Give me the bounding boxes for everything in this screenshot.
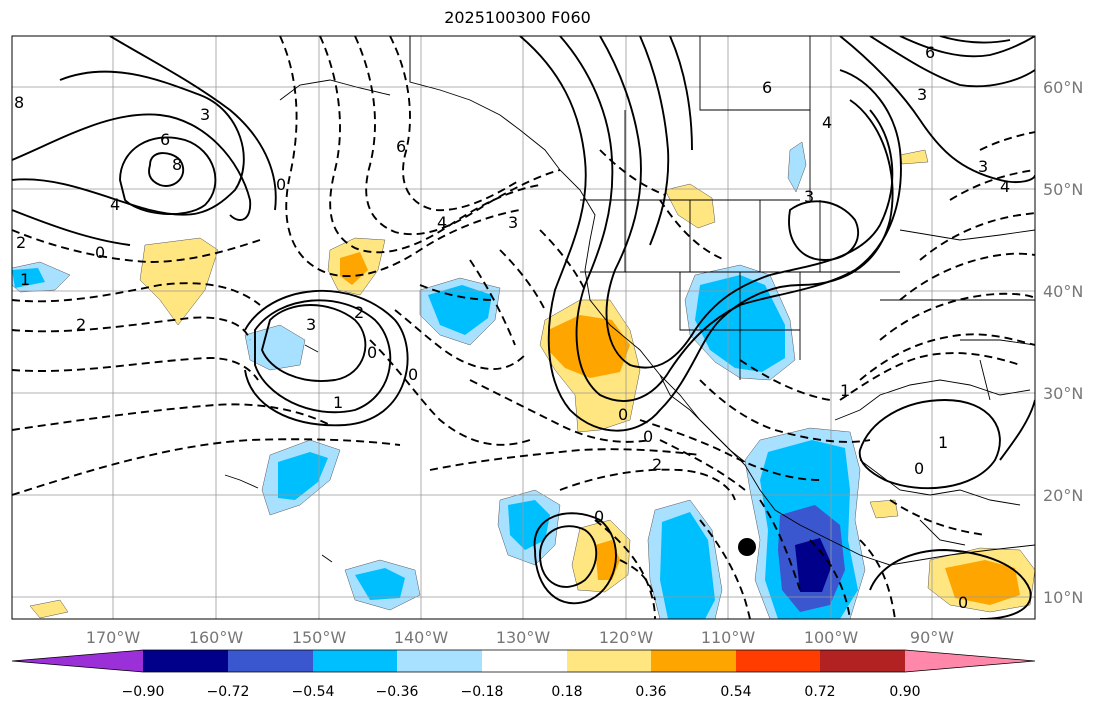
negative-anomaly-core xyxy=(660,512,715,619)
negative-anomaly-core xyxy=(428,285,492,335)
lon-label: 90°W xyxy=(910,628,954,647)
map-title: 2025100300 F060 xyxy=(444,8,591,27)
contour-label: 1 xyxy=(20,270,30,289)
colorbar: −0.90 −0.72 −0.54 −0.36 −0.18 0.18 0.36 … xyxy=(11,649,1036,700)
contour-label: 4 xyxy=(822,113,832,132)
colorbar-label: −0.90 xyxy=(122,684,165,700)
contour-label: 0 xyxy=(95,243,105,262)
negative-anomaly-strongest xyxy=(795,538,832,592)
lat-label: 50°N xyxy=(1043,180,1083,199)
storm-center-dot xyxy=(738,538,756,556)
positive-anomaly-region xyxy=(139,237,219,326)
contour-label: 0 xyxy=(367,343,377,362)
dashed-contours xyxy=(12,36,1035,619)
graticule xyxy=(12,36,1035,619)
contour-label: 0 xyxy=(594,507,604,526)
negative-anomaly-core xyxy=(508,500,550,550)
colorbar-bin xyxy=(482,650,567,672)
colorbar-label: 0.90 xyxy=(889,684,920,700)
contour-label: 3 xyxy=(978,157,988,176)
lon-label: 130°W xyxy=(496,628,551,647)
negative-anomaly-core xyxy=(355,568,405,600)
lat-label: 30°N xyxy=(1043,384,1083,403)
contour-label: 0 xyxy=(914,459,924,478)
colorbar-bin xyxy=(313,650,397,672)
positive-anomaly-core xyxy=(945,560,1020,605)
contour-label: 6 xyxy=(925,43,935,62)
contour-label: 3 xyxy=(200,105,210,124)
contour-label: 1 xyxy=(333,393,343,412)
colorbar-bin xyxy=(567,650,651,672)
contour-label: 1 xyxy=(840,381,850,400)
colorbar-label: 0.72 xyxy=(804,684,835,700)
contour-label: 3 xyxy=(508,213,518,232)
colorbar-bin xyxy=(736,650,820,672)
colorbar-extend-low xyxy=(12,650,143,672)
colorbar-label: 0.18 xyxy=(551,684,582,700)
colorbar-label: −0.36 xyxy=(376,684,419,700)
contour-label: 6 xyxy=(160,130,170,149)
contour-label: 0 xyxy=(958,593,968,612)
positive-anomaly-region xyxy=(29,599,69,619)
lon-label: 150°W xyxy=(292,628,347,647)
solid-contours xyxy=(12,36,1035,619)
colorbar-bin xyxy=(143,650,228,672)
lon-label: 120°W xyxy=(599,628,654,647)
contour-label: 8 xyxy=(14,93,24,112)
coastlines xyxy=(224,36,1035,566)
contour-label: 6 xyxy=(762,78,772,97)
positive-anomaly-core xyxy=(548,315,630,378)
lon-label: 110°W xyxy=(701,628,756,647)
map-frame xyxy=(11,35,1036,620)
contour-label: 0 xyxy=(408,365,418,384)
lat-label: 20°N xyxy=(1043,486,1083,505)
colorbar-bin xyxy=(397,650,482,672)
latitude-labels: 60°N 50°N 40°N 30°N 20°N 10°N xyxy=(1043,78,1083,607)
lat-label: 10°N xyxy=(1043,588,1083,607)
contour-label: 2 xyxy=(652,455,662,474)
colorbar-label: −0.72 xyxy=(207,684,250,700)
negative-anomaly-core xyxy=(278,452,328,500)
contour-label: 6 xyxy=(396,137,406,156)
colorbar-bin xyxy=(228,650,313,672)
colorbar-label: −0.18 xyxy=(461,684,504,700)
longitude-labels: 170°W 160°W 150°W 140°W 130°W 120°W 110°… xyxy=(86,628,954,647)
colorbar-label: 0.54 xyxy=(720,684,751,700)
lon-label: 140°W xyxy=(394,628,449,647)
contour-label: 2 xyxy=(16,233,26,252)
negative-anomaly-region xyxy=(244,324,306,371)
positive-anomaly-region xyxy=(869,499,899,519)
colorbar-extend-high xyxy=(905,650,1035,672)
contour-label: 0 xyxy=(276,175,286,194)
contour-label: 2 xyxy=(76,315,86,334)
colorbar-bin xyxy=(820,650,905,672)
colorbar-labels: −0.90 −0.72 −0.54 −0.36 −0.18 0.18 0.36 … xyxy=(122,684,921,700)
negative-anomaly-core xyxy=(12,268,45,288)
colorbar-outline xyxy=(11,649,1036,673)
contour-label: 4 xyxy=(437,213,447,232)
lon-label: 100°W xyxy=(804,628,859,647)
lat-label: 40°N xyxy=(1043,282,1083,301)
negative-anomaly-region xyxy=(787,141,807,193)
contour-label: 1 xyxy=(938,433,948,452)
contour-label: 3 xyxy=(306,315,316,334)
lon-label: 170°W xyxy=(86,628,141,647)
contour-label: 0 xyxy=(643,427,653,446)
contour-label: 0 xyxy=(618,405,628,424)
colorbar-label: −0.54 xyxy=(292,684,335,700)
contour-label: 3 xyxy=(804,187,814,206)
colorbar-label: 0.36 xyxy=(635,684,666,700)
lat-label: 60°N xyxy=(1043,78,1083,97)
contour-label: 8 xyxy=(172,155,182,174)
contour-label: 3 xyxy=(917,85,927,104)
contour-label: 4 xyxy=(110,195,120,214)
contour-label: 4 xyxy=(1000,177,1010,196)
contour-labels: 8 3 6 8 4 0 2 1 2 0 6 4 3 2 0 0 1 3 0 2 xyxy=(14,43,1010,612)
colorbar-bin xyxy=(651,650,736,672)
contour-label: 2 xyxy=(354,303,364,322)
lon-label: 160°W xyxy=(189,628,244,647)
